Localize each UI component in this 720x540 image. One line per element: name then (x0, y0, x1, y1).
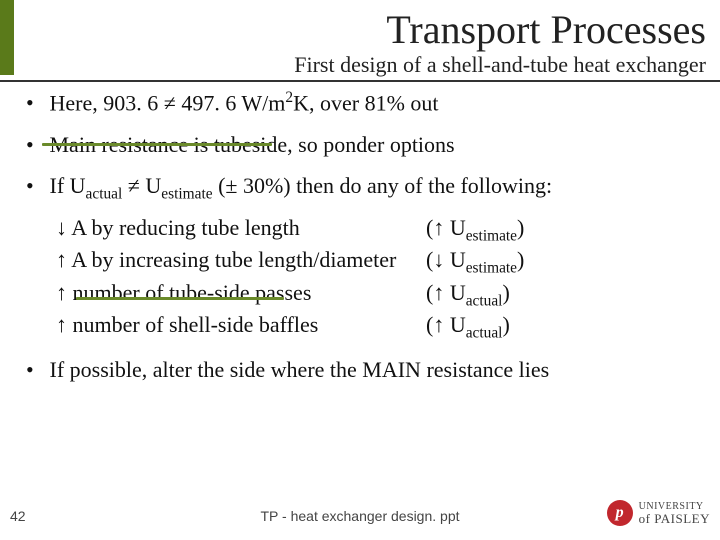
slide-title: Transport Processes (386, 6, 706, 53)
slide-subtitle: First design of a shell-and-tube heat ex… (294, 52, 706, 78)
arrow-row-4: ↑ number of shell-side baffles (↑ Uactua… (56, 311, 706, 343)
bullet-1-sup: 2 (285, 89, 293, 106)
footer-center-text: TP - heat exchanger design. ppt (261, 508, 460, 524)
footer: 42 TP - heat exchanger design. ppt p UNI… (0, 500, 720, 530)
logo-line2: of PAISLEY (639, 512, 710, 525)
logo-line1: UNIVERSITY (639, 502, 710, 512)
bullet-3-sub2: estimate (161, 186, 212, 203)
bullet-4-text: If possible, alter the side where the MA… (50, 357, 550, 382)
bullet-3-mid1: ≠ U (122, 173, 161, 198)
arrow-row-2-sub: estimate (466, 260, 517, 277)
accent-bar (0, 0, 14, 75)
arrow-row-1-sub: estimate (466, 227, 517, 244)
arrow-row-2-lhs: A by increasing tube length/diameter (67, 247, 396, 272)
arrow-up-icon: ↑ (56, 312, 67, 337)
arrow-row-3: ↑ number of tube-side passes (↑ Uactual) (56, 279, 706, 311)
university-logo: p UNIVERSITY of PAISLEY (607, 500, 710, 526)
arrow-row-2-rhs-pre: (↓ U (426, 247, 466, 272)
arrow-row-4-rhs-post: ) (502, 312, 509, 337)
slide-number: 42 (10, 508, 26, 524)
arrow-up-icon: ↑ (56, 247, 67, 272)
horizontal-rule (0, 80, 720, 82)
arrow-up-icon: ↑ (56, 280, 67, 305)
arrow-row-4-rhs-pre: (↑ U (426, 312, 466, 337)
arrow-row-1-rhs-post: ) (517, 215, 524, 240)
arrow-row-4-sub: actual (466, 325, 503, 342)
bullet-1-text-post: K, over 81% out (293, 90, 438, 115)
arrow-down-icon: ↓ (56, 215, 67, 240)
bullet-4: • If possible, alter the side where the … (26, 356, 706, 384)
logo-disc-icon: p (607, 500, 633, 526)
arrow-row-2: ↑ A by increasing tube length/diameter (… (56, 246, 706, 278)
bullet-3-pre: If U (50, 173, 86, 198)
bullet-1: • Here, 903. 6 ≠ 497. 6 W/m2K, over 81% … (26, 88, 706, 117)
bullet-1-text-pre: Here, 903. 6 ≠ 497. 6 W/m (50, 90, 286, 115)
arrow-row-3-rhs-post: ) (502, 280, 509, 305)
arrow-row-3-sub: actual (466, 292, 503, 309)
bullet-3: • If Uactual ≠ Uestimate (± 30%) then do… (26, 172, 706, 204)
arrow-row-1-rhs-pre: (↑ U (426, 215, 466, 240)
shadow-line (76, 297, 284, 300)
content-area: • Here, 903. 6 ≠ 497. 6 W/m2K, over 81% … (26, 88, 706, 393)
arrow-row-3-rhs-pre: (↑ U (426, 280, 466, 305)
arrow-row-2-rhs-post: ) (517, 247, 524, 272)
arrow-row-4-lhs: number of shell-side baffles (67, 312, 318, 337)
arrow-row-1: ↓ A by reducing tube length (↑ Uestimate… (56, 214, 706, 246)
bullet-3-sub1: actual (86, 186, 123, 203)
logo-text: UNIVERSITY of PAISLEY (639, 502, 710, 525)
shadow-line (42, 143, 272, 146)
slide: Transport Processes First design of a sh… (0, 0, 720, 540)
arrow-list: ↓ A by reducing tube length (↑ Uestimate… (56, 214, 706, 344)
bullet-3-mid2: (± 30%) then do any of the following: (213, 173, 553, 198)
arrow-row-1-lhs: A by reducing tube length (67, 215, 300, 240)
arrow-row-3-lhs: number of tube-side passes (67, 280, 311, 305)
